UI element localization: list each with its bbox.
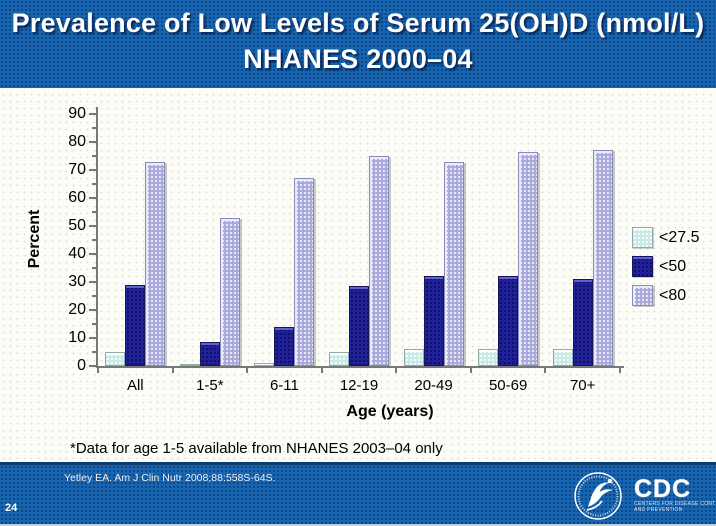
x-tick (619, 368, 621, 373)
y-tick-label: 60 (68, 189, 86, 206)
bar-All-series2 (145, 161, 166, 366)
y-tick-label: 40 (68, 245, 86, 262)
legend-item: <27.5 (632, 227, 699, 248)
legend-swatch (632, 285, 653, 306)
y-tick-label: 30 (68, 273, 86, 290)
x-tick (469, 368, 472, 373)
bar-12-19-series2 (369, 156, 389, 366)
y-minor-tick (92, 239, 96, 241)
bar-70+-series0 (552, 349, 573, 366)
hhs-eagle-icon (573, 471, 623, 521)
cdc-logo-text: CDC (634, 475, 692, 503)
y-tick-label: 0 (77, 357, 86, 374)
bar-70+-series1 (572, 279, 593, 366)
x-tick-label: 50-69 (488, 377, 528, 394)
legend-swatch (632, 227, 653, 248)
bar-50-69-series0 (478, 349, 499, 366)
y-major-tick (89, 113, 96, 115)
bar-1-5*-series1 (199, 342, 220, 366)
x-tick-label: 6-11 (269, 377, 299, 394)
bar-20-49-series0 (403, 349, 424, 366)
y-minor-tick (92, 267, 96, 269)
bar-12-19-series1 (349, 286, 369, 366)
y-minor-tick (92, 127, 96, 129)
x-tick (544, 368, 547, 373)
bar-20-49-series2 (443, 161, 464, 366)
y-major-tick (89, 225, 96, 227)
legend: <27.5 <50 <80 (632, 227, 699, 314)
cdc-logo: CDC CENTERS FOR DISEASE CONTROL AND PREV… (634, 475, 716, 514)
x-tick (97, 368, 99, 373)
bar-12-19-series0 (329, 352, 349, 366)
x-tick (246, 368, 249, 373)
y-minor-tick (92, 211, 96, 213)
y-tick-label: 50 (68, 217, 86, 234)
y-minor-tick (92, 295, 96, 297)
y-minor-tick (92, 323, 96, 325)
y-major-tick (89, 253, 96, 255)
y-tick-label: 80 (68, 133, 86, 150)
bar-50-69-series1 (498, 276, 519, 366)
legend-label: <27.5 (659, 228, 700, 246)
y-major-tick (89, 197, 96, 199)
title-banner: Prevalence of Low Levels of Serum 25(OH)… (0, 0, 716, 88)
legend-item: <80 (632, 285, 699, 306)
x-tick (171, 368, 174, 373)
legend-label: <80 (659, 286, 687, 304)
y-tick-label: 10 (68, 329, 86, 346)
x-axis-line (96, 366, 624, 368)
bar-20-49-series1 (423, 276, 444, 366)
x-tick-label: All (126, 377, 144, 394)
y-major-tick (89, 141, 96, 143)
y-major-tick (89, 365, 96, 367)
y-axis-line (96, 107, 98, 368)
cdc-tagline-line1: CENTERS FOR DISEASE CONTROL (634, 501, 716, 507)
bar-6-11-series0 (254, 363, 275, 366)
y-minor-tick (92, 351, 96, 353)
legend-swatch (632, 256, 653, 277)
x-tick-label: 12-19 (339, 377, 379, 394)
y-tick-label: 90 (68, 105, 86, 122)
x-axis-title: Age (years) (346, 403, 434, 420)
y-minor-tick (92, 183, 96, 185)
y-major-tick (89, 169, 96, 171)
x-tick-label: 70+ (569, 377, 596, 394)
bar-6-11-series1 (274, 326, 295, 366)
y-axis-title: Percent (26, 209, 43, 269)
bar-All-series0 (105, 352, 126, 366)
y-minor-tick (92, 155, 96, 157)
x-tick-label: 20-49 (414, 377, 453, 394)
slide-title-line2: NHANES 2000–04 (243, 44, 473, 74)
bar-6-11-series2 (294, 178, 315, 366)
legend-label: <50 (659, 257, 687, 275)
bar-70+-series2 (592, 150, 613, 366)
bar-1-5*-series2 (219, 217, 240, 366)
y-tick-label: 70 (68, 161, 86, 178)
y-major-tick (89, 281, 96, 283)
legend-item: <50 (632, 256, 699, 277)
bar-All-series1 (125, 284, 146, 366)
x-tick-label: 1-5* (196, 377, 224, 394)
footnote: *Data for age 1-5 available from NHANES … (70, 440, 443, 457)
x-tick (395, 368, 398, 373)
bar-50-69-series2 (518, 151, 539, 366)
page-number: 24 (5, 502, 18, 514)
bar-1-5*-series0 (179, 364, 200, 366)
y-major-tick (89, 337, 96, 339)
cdc-tagline-line2: AND PREVENTION (634, 507, 683, 513)
slide-title-line1: Prevalence of Low Levels of Serum 25(OH)… (11, 8, 705, 38)
x-tick (320, 368, 323, 373)
citation: Yetley EA. Am J Clin Nutr 2008;88:558S-6… (64, 472, 276, 484)
y-tick-label: 20 (68, 301, 86, 318)
footer-bar: Yetley EA. Am J Clin Nutr 2008;88:558S-6… (0, 462, 716, 526)
y-major-tick (89, 309, 96, 311)
